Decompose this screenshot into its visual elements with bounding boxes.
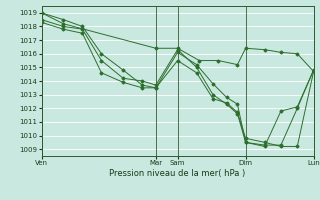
X-axis label: Pression niveau de la mer( hPa ): Pression niveau de la mer( hPa ) bbox=[109, 169, 246, 178]
